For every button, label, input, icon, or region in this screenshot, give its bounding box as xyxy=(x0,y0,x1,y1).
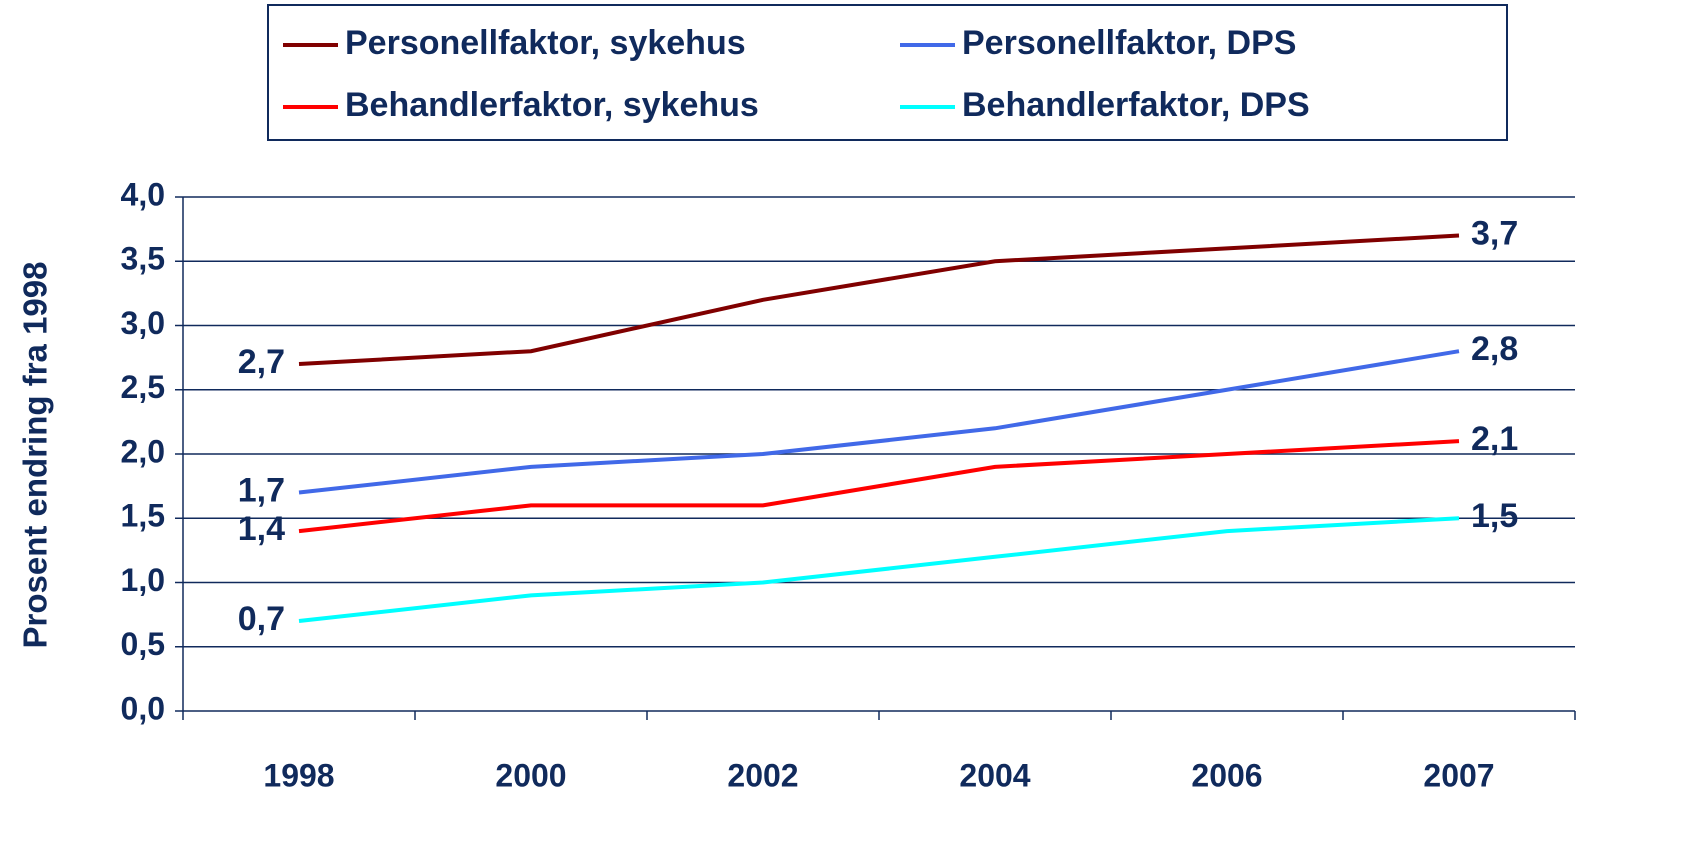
y-axis-title: Prosent endring fra 1998 xyxy=(17,262,54,649)
y-tick-label: 3,0 xyxy=(121,305,165,341)
legend-box xyxy=(267,4,1508,141)
y-tick-label: 2,0 xyxy=(121,433,165,469)
data-label: 1,7 xyxy=(238,472,285,510)
x-tick-label: 2006 xyxy=(1191,757,1262,793)
data-label: 0,7 xyxy=(238,600,285,638)
data-label: 1,4 xyxy=(238,510,285,548)
legend-label: Behandlerfaktor, DPS xyxy=(962,86,1310,124)
y-tick-label: 1,5 xyxy=(121,498,165,534)
series-line xyxy=(298,349,1460,495)
data-label: 2,7 xyxy=(238,343,285,381)
series-line xyxy=(298,516,1460,624)
y-tick-label: 0,0 xyxy=(121,690,165,726)
x-tick-label: 2002 xyxy=(727,757,798,793)
data-label: 3,7 xyxy=(1471,215,1518,253)
y-tick-label: 4,0 xyxy=(121,176,165,212)
x-tick-label: 1998 xyxy=(263,757,334,793)
y-tick-label: 1,0 xyxy=(121,562,165,598)
series-line xyxy=(298,439,1460,534)
legend-label: Behandlerfaktor, sykehus xyxy=(345,86,759,124)
data-label: 2,1 xyxy=(1471,420,1518,458)
x-tick-label: 2007 xyxy=(1423,757,1494,793)
series-line xyxy=(298,233,1460,367)
y-tick-label: 3,5 xyxy=(121,241,165,277)
y-tick-label: 2,5 xyxy=(121,369,165,405)
data-label: 2,8 xyxy=(1471,330,1518,368)
x-tick-label: 2000 xyxy=(495,757,566,793)
legend-label: Personellfaktor, DPS xyxy=(962,24,1296,62)
legend-label: Personellfaktor, sykehus xyxy=(345,24,746,62)
x-tick-label: 2004 xyxy=(959,757,1030,793)
y-tick-label: 0,5 xyxy=(121,626,165,662)
data-label: 1,5 xyxy=(1471,497,1518,535)
